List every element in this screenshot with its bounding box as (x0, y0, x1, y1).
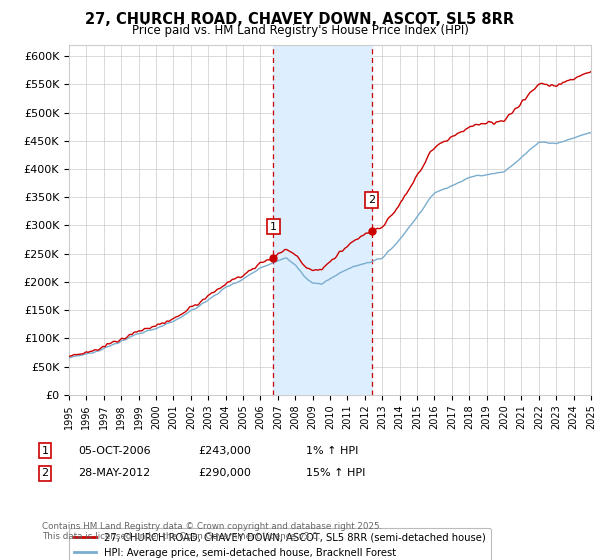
Text: 1: 1 (41, 446, 49, 456)
Text: £290,000: £290,000 (198, 468, 251, 478)
Text: 27, CHURCH ROAD, CHAVEY DOWN, ASCOT, SL5 8RR: 27, CHURCH ROAD, CHAVEY DOWN, ASCOT, SL5… (85, 12, 515, 27)
Text: 05-OCT-2006: 05-OCT-2006 (78, 446, 151, 456)
Text: 15% ↑ HPI: 15% ↑ HPI (306, 468, 365, 478)
Text: 28-MAY-2012: 28-MAY-2012 (78, 468, 150, 478)
Text: Contains HM Land Registry data © Crown copyright and database right 2025.
This d: Contains HM Land Registry data © Crown c… (42, 522, 382, 542)
Text: 2: 2 (368, 195, 376, 205)
Text: Price paid vs. HM Land Registry's House Price Index (HPI): Price paid vs. HM Land Registry's House … (131, 24, 469, 36)
Bar (274, 45, 372, 395)
Text: 2: 2 (41, 468, 49, 478)
Text: 1% ↑ HPI: 1% ↑ HPI (306, 446, 358, 456)
Legend: 27, CHURCH ROAD, CHAVEY DOWN, ASCOT, SL5 8RR (semi-detached house), HPI: Average: 27, CHURCH ROAD, CHAVEY DOWN, ASCOT, SL5… (69, 528, 491, 560)
Text: £243,000: £243,000 (198, 446, 251, 456)
Text: 1: 1 (270, 222, 277, 232)
